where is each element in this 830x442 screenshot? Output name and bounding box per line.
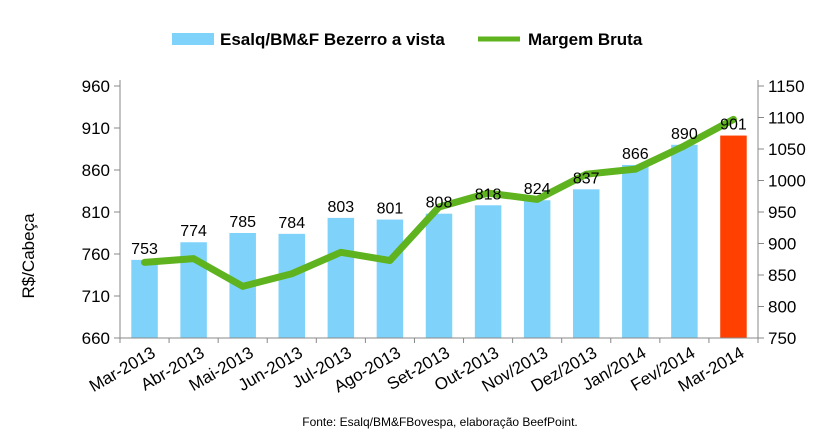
bar-Mar-2014 — [720, 135, 747, 338]
right-tick-label: 1000 — [768, 172, 806, 191]
right-tick-label: 750 — [768, 329, 796, 348]
bar-Mar-2013 — [131, 259, 158, 338]
left-tick-label: 710 — [82, 287, 110, 306]
right-tick-label: 850 — [768, 266, 796, 285]
left-tick-label: 860 — [82, 161, 110, 180]
data-label: 774 — [180, 223, 207, 240]
data-label: 785 — [229, 214, 256, 231]
legend-label-line: Margem Bruta — [528, 30, 643, 49]
right-axis: 750 800 850 900 950 1000 1050 1100 1150 — [757, 77, 806, 348]
legend: Esalq/BM&F Bezerro a vista Margem Bruta — [172, 30, 643, 49]
right-tick-label: 1100 — [768, 109, 805, 128]
left-tick-label: 760 — [82, 245, 110, 264]
data-label: 837 — [573, 170, 600, 187]
right-tick-label: 950 — [768, 203, 796, 222]
data-label: 803 — [327, 199, 354, 216]
left-tick-label: 910 — [82, 119, 110, 138]
data-label: 818 — [475, 186, 502, 203]
data-label: 801 — [377, 201, 404, 218]
source-note: Fonte: Esalq/BM&FBovespa, elaboração Bee… — [302, 415, 578, 429]
bar-Out-2013 — [474, 205, 502, 338]
right-tick-label: 800 — [768, 298, 796, 317]
right-tick-label: 1150 — [768, 77, 805, 96]
bar-Jun-2013 — [278, 233, 306, 338]
data-label: 824 — [524, 181, 551, 198]
x-axis: Mar-2013Abr-2013Mai-2013Jun-2013Jul-2013… — [86, 337, 759, 396]
left-tick-label: 810 — [82, 203, 110, 222]
bar-series — [131, 135, 747, 338]
data-labels: 753 774 785 784 803 801 808 818 824 837 866 890 901 — [131, 117, 747, 258]
data-label: 866 — [622, 146, 649, 163]
left-tick-label: 960 — [82, 77, 110, 96]
data-label: 901 — [720, 117, 747, 134]
bar-Fev/2014 — [671, 144, 698, 338]
bar-Nov/2013 — [523, 200, 551, 338]
legend-swatch-bar — [172, 33, 214, 45]
y-axis-title: R$/Cabeça — [19, 213, 38, 299]
bar-Jul-2013 — [327, 217, 355, 338]
data-label: 753 — [131, 241, 158, 258]
left-axis: 660 710 760 810 860 910 960 — [82, 77, 121, 348]
bar-Jan/2014 — [622, 164, 649, 338]
data-label: 808 — [426, 195, 453, 212]
right-tick-label: 1050 — [768, 140, 806, 159]
legend-label-bar: Esalq/BM&F Bezerro a vista — [220, 30, 445, 49]
margem-bruta-line — [141, 115, 737, 290]
right-tick-label: 900 — [768, 235, 796, 254]
bar-Dez/2013 — [572, 189, 600, 338]
data-label: 890 — [671, 126, 698, 143]
bar-Ago-2013 — [376, 219, 404, 338]
data-label: 784 — [278, 215, 305, 232]
line-series — [141, 115, 737, 290]
bar-Set-2013 — [425, 213, 453, 338]
left-tick-label: 660 — [82, 329, 110, 348]
